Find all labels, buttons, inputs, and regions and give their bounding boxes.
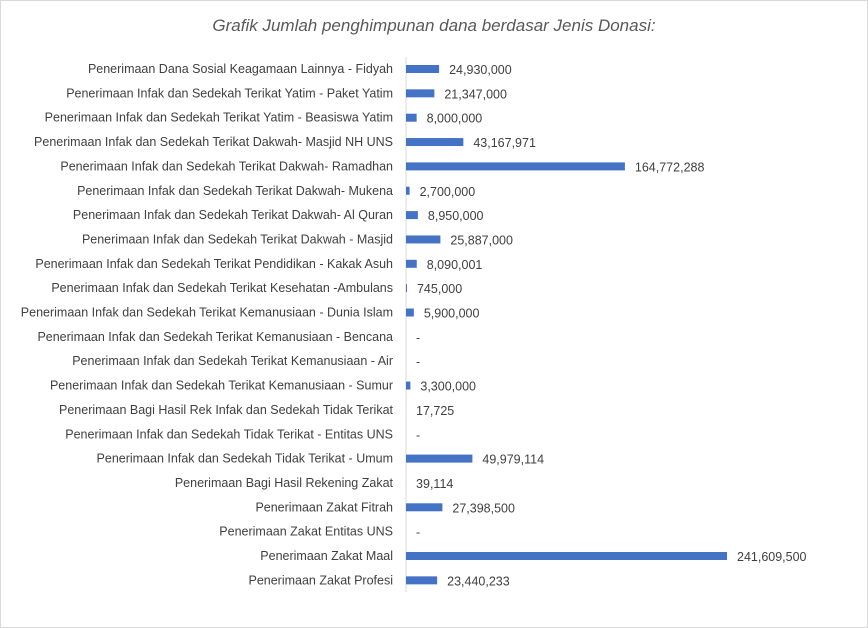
data-label: 164,772,288 <box>635 160 705 174</box>
category-label: Penerimaan Infak dan Sedekah Terikat Yat… <box>45 111 393 125</box>
bar <box>406 186 410 195</box>
category-label: Penerimaan Zakat Profesi <box>248 573 393 587</box>
category-label: Penerimaan Infak dan Sedekah Terikat Kem… <box>50 379 393 393</box>
category-label: Penerimaan Infak dan Sedekah Terikat Dak… <box>82 232 393 246</box>
bar <box>406 576 438 585</box>
category-label: Penerimaan Zakat Entitas UNS <box>219 525 393 539</box>
data-label: 49,979,114 <box>482 453 544 467</box>
category-label: Penerimaan Infak dan Sedekah Tidak Terik… <box>65 427 393 441</box>
bar <box>406 552 727 560</box>
bar <box>406 113 417 122</box>
category-label: Penerimaan Infak dan Sedekah Terikat Dak… <box>73 208 393 222</box>
data-label: 21,347,000 <box>444 87 507 101</box>
data-label: 43,167,971 <box>473 136 536 150</box>
data-label: 39,114 <box>416 477 453 491</box>
category-label: Penerimaan Infak dan Sedekah Terikat Kem… <box>21 306 393 320</box>
data-label: 17,725 <box>416 404 454 418</box>
category-label: Penerimaan Infak dan Sedekah Terikat Kes… <box>51 281 393 295</box>
category-label: Penerimaan Infak dan Sedekah Terikat Pen… <box>35 257 393 271</box>
category-label: Penerimaan Bagi Hasil Rekening Zakat <box>175 476 394 490</box>
category-label: Penerimaan Zakat Fitrah <box>255 500 393 514</box>
category-label: Penerimaan Zakat Maal <box>260 549 393 563</box>
category-label: Penerimaan Infak dan Sedekah Terikat Dak… <box>77 184 393 198</box>
bar <box>406 259 417 268</box>
data-label: 241,609,500 <box>737 550 807 564</box>
data-label: 8,090,001 <box>427 258 483 272</box>
data-label: - <box>416 428 420 442</box>
bar <box>406 503 443 512</box>
data-label: 8,000,000 <box>427 112 483 126</box>
category-label: Penerimaan Infak dan Sedekah Terikat Dak… <box>34 135 393 149</box>
bar <box>406 235 441 244</box>
data-label: - <box>416 526 420 540</box>
data-label: 745,000 <box>417 282 462 296</box>
bar <box>406 89 435 98</box>
bar <box>406 284 407 293</box>
category-label: Penerimaan Infak dan Sedekah Terikat Yat… <box>66 86 393 100</box>
data-label: - <box>416 355 420 369</box>
bar <box>406 211 418 220</box>
data-label: 3,300,000 <box>420 380 476 394</box>
bar <box>406 138 464 147</box>
category-label: Penerimaan Bagi Hasil Rek Infak dan Sede… <box>59 403 394 417</box>
category-label: Penerimaan Infak dan Sedekah Tidak Terik… <box>97 452 393 466</box>
data-label: 25,887,000 <box>450 233 513 247</box>
data-label: 23,440,233 <box>447 574 510 588</box>
bar <box>406 65 440 73</box>
data-label: 27,398,500 <box>452 501 515 515</box>
category-label: Penerimaan Infak dan Sedekah Terikat Kem… <box>37 330 393 344</box>
data-label: 24,930,000 <box>449 63 512 77</box>
data-label: 2,700,000 <box>420 185 476 199</box>
bar <box>406 454 473 463</box>
bar <box>406 162 625 171</box>
category-label: Penerimaan Dana Sosial Keagamaan Lainnya… <box>88 62 393 76</box>
category-label: Penerimaan Infak dan Sedekah Terikat Dak… <box>60 159 393 173</box>
chart-title: Grafik Jumlah penghimpunan dana berdasar… <box>212 16 656 35</box>
data-label: - <box>416 331 420 345</box>
bar <box>406 381 411 390</box>
category-label: Penerimaan Infak dan Sedekah Terikat Kem… <box>72 354 393 368</box>
data-label: 8,950,000 <box>428 209 484 223</box>
bar <box>406 308 414 317</box>
data-label: 5,900,000 <box>424 307 480 321</box>
